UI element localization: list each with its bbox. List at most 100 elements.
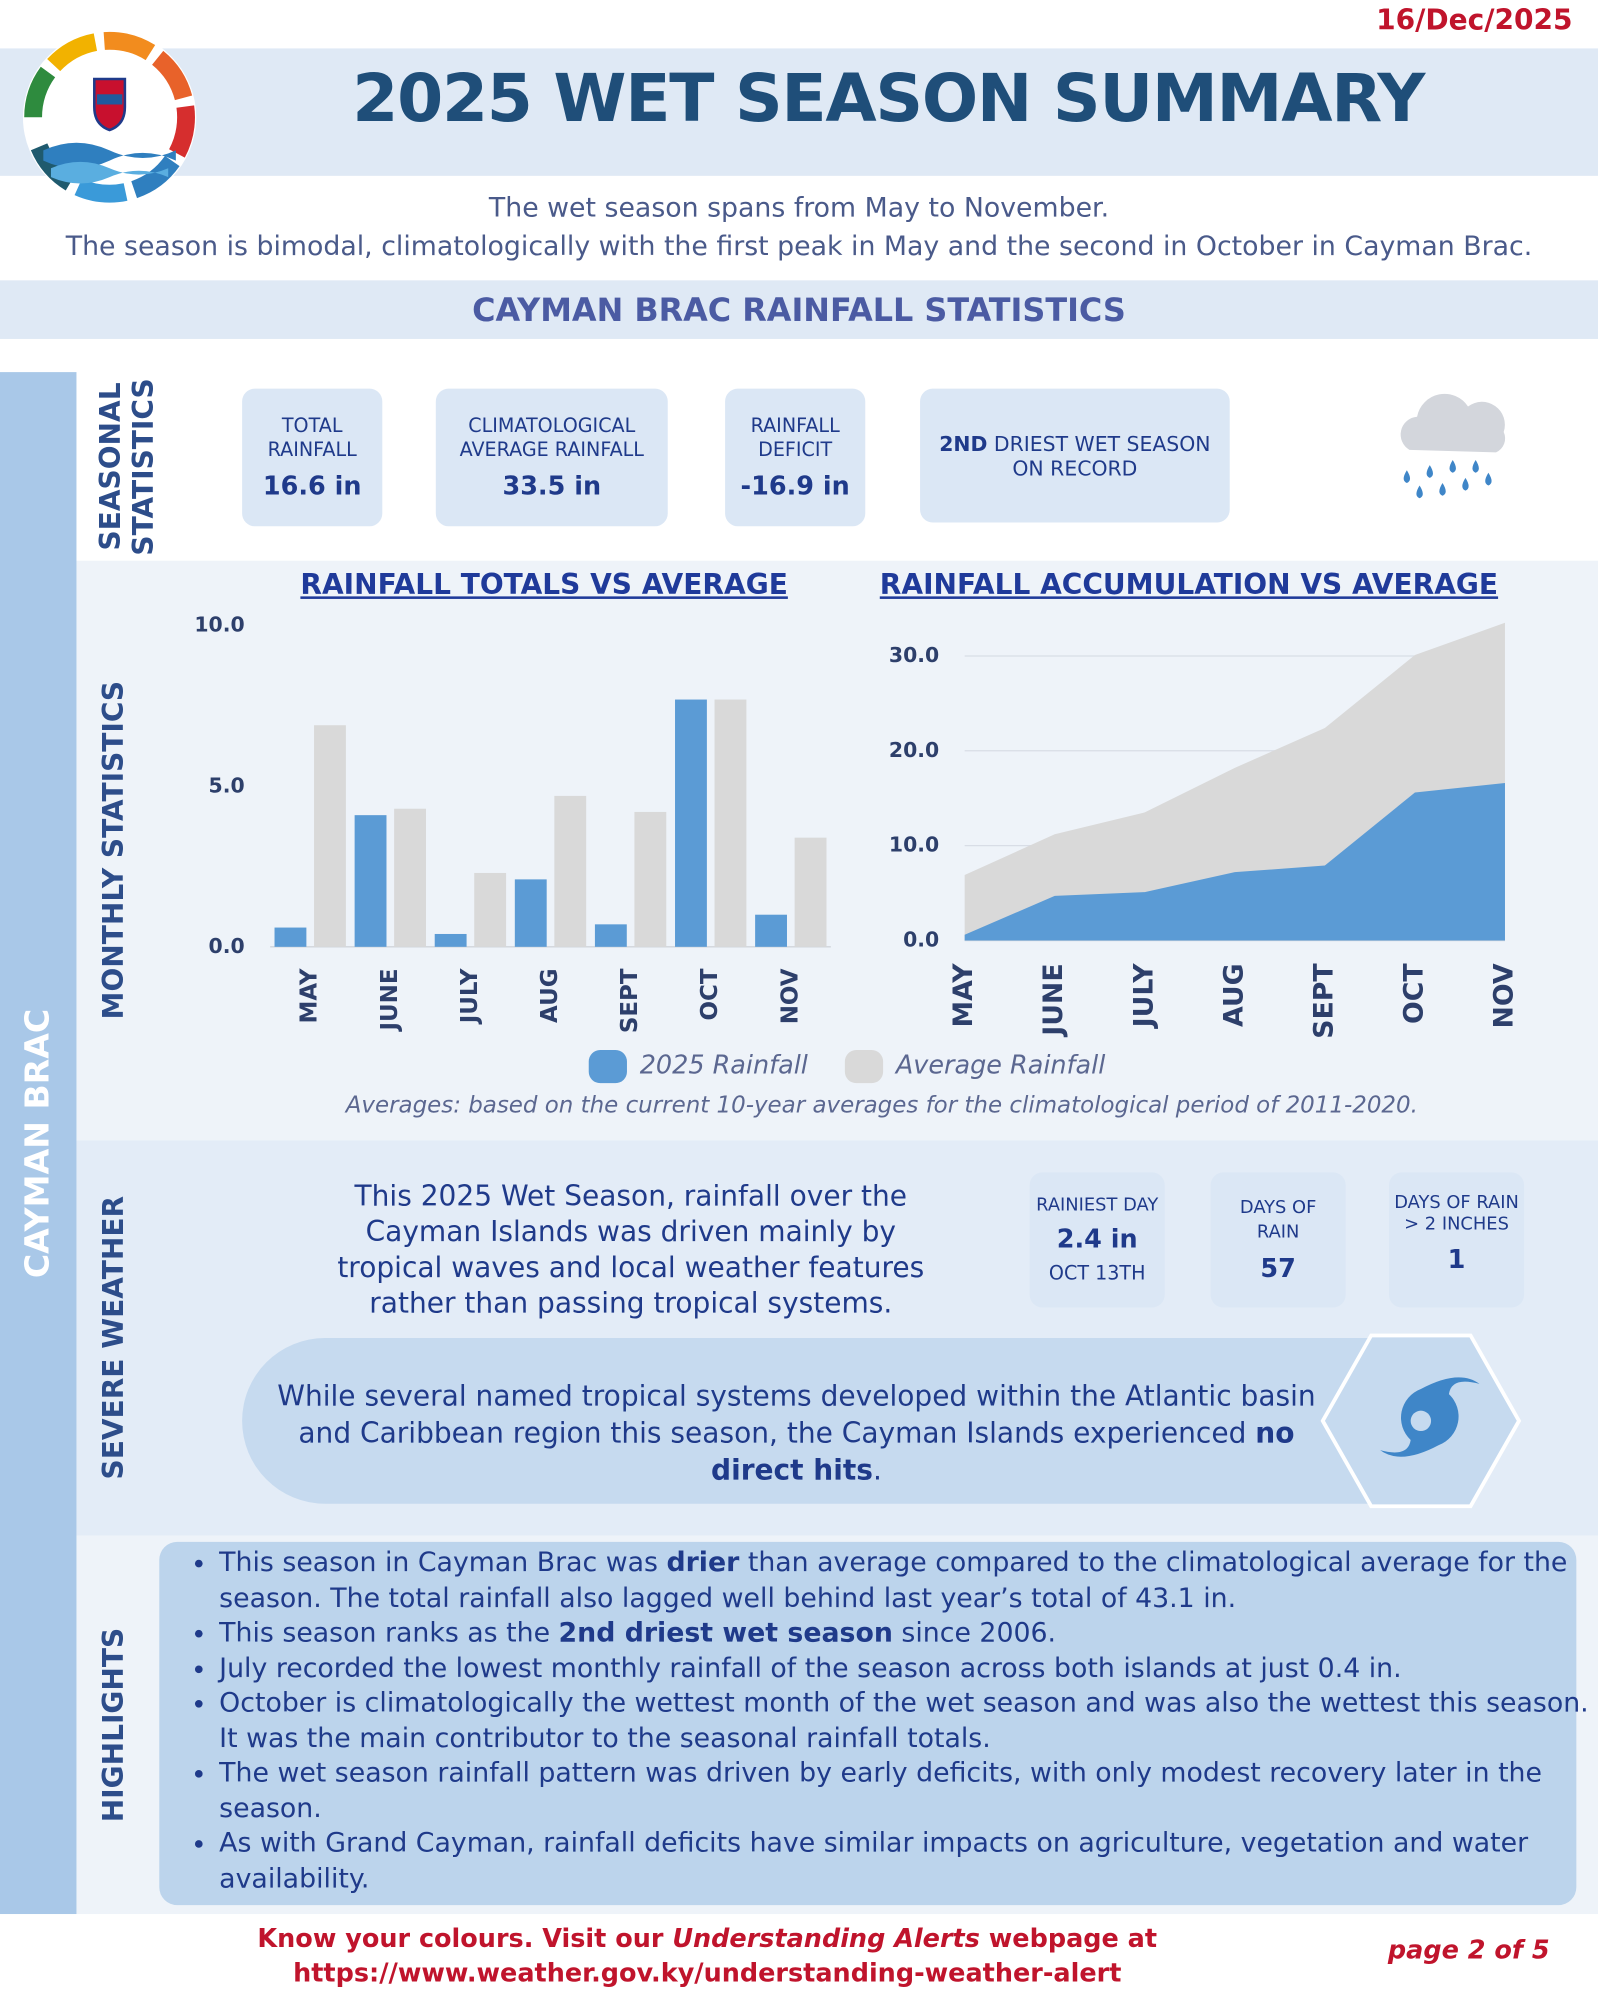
charts: 0.0 5.0 10.0 MAY JUNE JULY AUG SEPT OCT NOV 2025 R… — [194, 613, 1519, 1084]
tropical-pill — [242, 1338, 1466, 1504]
stat-value: 33.5 in — [502, 470, 602, 501]
page-number: page 2 of 5 — [1387, 1934, 1550, 1966]
stat-note: OCT 13TH — [1048, 1261, 1146, 1285]
stat-value: 2.4 in — [1056, 1223, 1138, 1254]
text-segment: While several named tropical systems dev… — [277, 1381, 1316, 1451]
section-label: SEVERE WEATHER — [98, 1196, 131, 1480]
legend-label: 2025 Rainfall — [640, 1051, 808, 1081]
stat-label: RAINFALL DEFICIT — [750, 414, 840, 462]
date: 16/Dec/2025 — [1376, 5, 1573, 37]
x-tick-label: AUG — [1218, 963, 1249, 1027]
hurricane-icon — [1320, 1333, 1522, 1509]
stat-box: CLIMATOLOGICAL AVERAGE RAINFALL 33.5 in — [435, 388, 668, 527]
bar — [675, 699, 707, 947]
text-segment: no direct hits — [711, 1418, 1295, 1488]
x-tick-label: MAY — [297, 968, 323, 1023]
severe-text: This 2025 Wet Season, rainfall over the … — [337, 1181, 925, 1321]
header-band — [0, 48, 1598, 176]
bar — [474, 872, 507, 947]
x-tick-label: SEPT — [1308, 963, 1339, 1039]
stat-box: DAYS OF RAIN 57 — [1210, 1172, 1346, 1308]
text-segment: Understanding Alerts — [672, 1922, 980, 1954]
title: 2025 WET SEASON SUMMARY — [352, 61, 1425, 138]
x-tick-label: NOV — [1488, 963, 1519, 1028]
bar — [794, 837, 827, 947]
text-segment: since 2006. — [892, 1617, 1057, 1648]
stat-box: RAINIEST DAY 2.4 in OCT 13TH — [1029, 1172, 1165, 1308]
legend-swatch — [844, 1050, 884, 1084]
x-tick-label: NOV — [777, 968, 803, 1024]
stat-label: TOTAL RAINFALL — [267, 414, 357, 462]
highlight: This season in Cayman Brac was drier tha… — [219, 1546, 1598, 1616]
footer-line: https://www.weather.gov.ky/understanding… — [191, 1956, 1223, 1990]
text-segment: The wet season rainfall pattern was driv… — [219, 1757, 1542, 1823]
text-segment: 2ND — [939, 431, 988, 456]
text-segment: Know your colours. Visit our — [257, 1922, 673, 1954]
y-tick-label: 20.0 — [889, 738, 939, 762]
bar — [514, 879, 547, 947]
highlights-box — [159, 1541, 1577, 1906]
section-label: HIGHLIGHTS — [98, 1627, 131, 1823]
text-segment: October is climatologically the wettest … — [219, 1687, 1589, 1753]
legend-swatch — [588, 1050, 627, 1084]
text-segment: DRIEST WET SEASON ON RECORD — [987, 431, 1211, 480]
footer: Know your colours. Visit our Understandi… — [191, 1922, 1223, 1991]
bar — [434, 933, 467, 947]
bar — [755, 914, 787, 947]
section-title: CAYMAN BRAC RAINFALL STATISTICS — [0, 280, 1598, 339]
stat-label: DAYS OF RAIN — [1239, 1197, 1317, 1243]
x-tick-label: AUG — [537, 968, 563, 1022]
text-segment: webpage at — [979, 1922, 1158, 1954]
highlight: The wet season rainfall pattern was driv… — [219, 1756, 1598, 1826]
highlights-list: This season in Cayman Brac was drier tha… — [189, 1546, 1598, 1896]
stat-value: 1 — [1447, 1243, 1466, 1275]
y-tick-label: 0.0 — [209, 934, 245, 958]
rank-box: 2ND DRIEST WET SEASON ON RECORD — [920, 388, 1230, 523]
stat-box: RAINFALL DEFICIT -16.9 in — [725, 388, 866, 527]
chart-title: RAINFALL ACCUMULATION VS AVERAGE — [879, 569, 1499, 602]
tropical-text: While several named tropical systems dev… — [268, 1379, 1326, 1490]
highlight: October is climatologically the wettest … — [219, 1686, 1598, 1756]
rain-icon — [1400, 393, 1506, 499]
x-tick-label: SEPT — [617, 968, 643, 1033]
stat-value: 16.6 in — [262, 470, 362, 501]
subtitle: The wet season spans from May to Novembe… — [0, 189, 1598, 265]
stat-value: -16.9 in — [740, 470, 850, 501]
area — [964, 783, 1505, 941]
y-tick-label: 0.0 — [903, 927, 939, 951]
y-tick-label: 30.0 — [889, 643, 939, 667]
rank-text: 2ND DRIEST WET SEASON ON RECORD — [932, 431, 1219, 479]
stat-label: RAINIEST DAY — [1036, 1195, 1159, 1216]
y-tick-label: 5.0 — [209, 773, 245, 797]
bar — [594, 924, 627, 947]
subtitle-line: The wet season spans from May to Novembe… — [488, 192, 1110, 224]
legend-label: Average Rainfall — [894, 1051, 1105, 1081]
text-segment: https://www.weather.gov.ky/understanding… — [293, 1957, 1122, 1988]
text-segment: July recorded the lowest monthly rainfal… — [219, 1652, 1402, 1683]
y-tick-label: 10.0 — [194, 613, 244, 637]
bar — [354, 815, 387, 947]
text-segment: than average compared to the climatologi… — [219, 1547, 1568, 1613]
x-tick-label: JUNE — [1038, 963, 1069, 1037]
bar — [554, 795, 587, 947]
x-tick-label: MAY — [948, 963, 979, 1028]
x-tick-label: OCT — [1398, 963, 1429, 1024]
bar — [394, 808, 426, 947]
x-tick-label: JULY — [457, 968, 483, 1025]
highlight: July recorded the lowest monthly rainfal… — [219, 1651, 1598, 1686]
stat-label: DAYS OF RAIN > 2 INCHES — [1394, 1192, 1519, 1235]
x-tick-label: JULY — [1128, 963, 1159, 1030]
logo — [22, 30, 197, 204]
stat-label: CLIMATOLOGICAL AVERAGE RAINFALL — [459, 414, 644, 462]
x-tick-label: OCT — [697, 968, 723, 1020]
text-segment: This season in Cayman Brac was — [219, 1547, 667, 1578]
bar — [314, 725, 346, 947]
bar — [634, 811, 667, 947]
highlight: As with Grand Cayman, rainfall deficits … — [219, 1826, 1598, 1896]
text-segment: As with Grand Cayman, rainfall deficits … — [219, 1827, 1529, 1894]
chart-note: Averages: based on the current 10-year a… — [345, 1092, 1418, 1119]
text-segment: . — [872, 1455, 882, 1488]
x-tick-label: JUNE — [377, 968, 403, 1032]
